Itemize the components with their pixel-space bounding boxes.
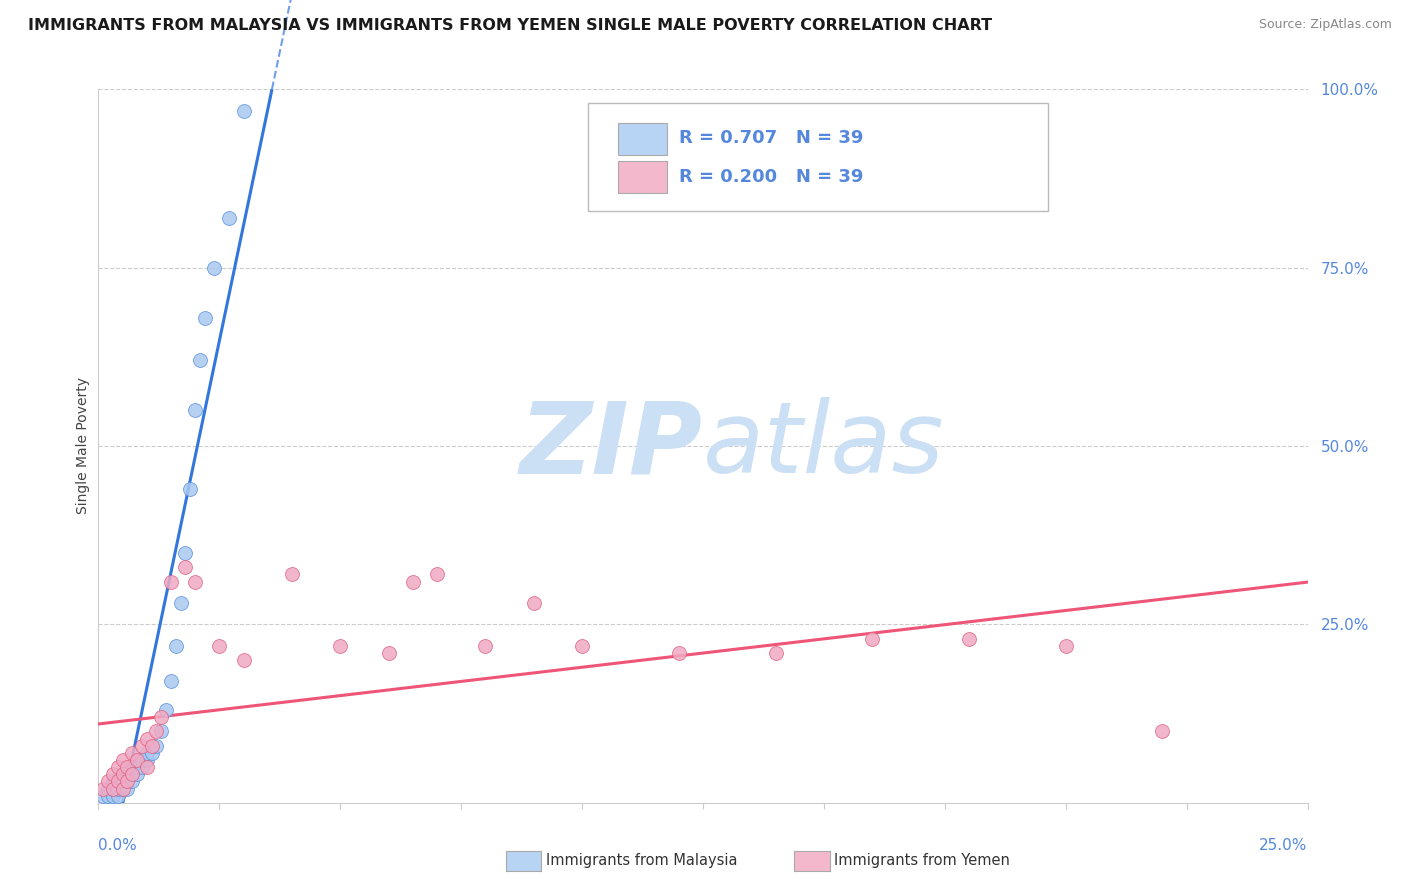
Text: Immigrants from Yemen: Immigrants from Yemen — [834, 854, 1010, 868]
Text: R = 0.200   N = 39: R = 0.200 N = 39 — [679, 168, 863, 186]
Point — [101, 774, 124, 789]
Point — [218, 211, 240, 225]
Point — [111, 767, 134, 781]
Point — [135, 731, 157, 746]
Point — [204, 260, 226, 275]
Point — [668, 646, 690, 660]
Point — [91, 781, 114, 796]
Point — [179, 482, 201, 496]
Point — [150, 724, 173, 739]
Point — [188, 353, 211, 368]
Point — [91, 789, 114, 803]
Point — [184, 574, 207, 589]
Text: 0.0%: 0.0% — [98, 838, 138, 854]
Point — [101, 767, 124, 781]
Text: atlas: atlas — [703, 398, 945, 494]
Point — [141, 746, 163, 760]
Point — [184, 403, 207, 417]
Point — [1152, 724, 1174, 739]
Point — [141, 739, 163, 753]
Point — [101, 781, 124, 796]
Point — [111, 774, 134, 789]
Point — [117, 781, 139, 796]
FancyBboxPatch shape — [619, 123, 666, 155]
Point — [160, 574, 183, 589]
Text: Immigrants from Malaysia: Immigrants from Malaysia — [546, 854, 737, 868]
Point — [131, 760, 153, 774]
Point — [402, 574, 425, 589]
Point — [208, 639, 231, 653]
FancyBboxPatch shape — [619, 161, 666, 193]
Point — [111, 753, 134, 767]
Point — [117, 774, 139, 789]
Point — [150, 710, 173, 724]
Point — [117, 767, 139, 781]
Y-axis label: Single Male Poverty: Single Male Poverty — [76, 377, 90, 515]
Point — [117, 760, 139, 774]
Point — [135, 746, 157, 760]
Point — [127, 767, 149, 781]
Text: R = 0.707   N = 39: R = 0.707 N = 39 — [679, 129, 863, 147]
Point — [111, 781, 134, 796]
Point — [121, 767, 143, 781]
Point — [765, 646, 787, 660]
Point — [117, 774, 139, 789]
Point — [101, 789, 124, 803]
Point — [97, 781, 120, 796]
Point — [957, 632, 980, 646]
Point — [107, 781, 129, 796]
Point — [329, 639, 352, 653]
Point — [107, 774, 129, 789]
Point — [232, 103, 254, 118]
Point — [121, 774, 143, 789]
Point — [101, 781, 124, 796]
Point — [97, 789, 120, 803]
Point — [377, 646, 399, 660]
Point — [169, 596, 191, 610]
Point — [127, 753, 149, 767]
Point — [160, 674, 183, 689]
Point — [474, 639, 496, 653]
Point — [127, 760, 149, 774]
Point — [121, 760, 143, 774]
Point — [165, 639, 187, 653]
Point — [107, 774, 129, 789]
Point — [111, 767, 134, 781]
Point — [131, 753, 153, 767]
Point — [426, 567, 449, 582]
Point — [135, 760, 157, 774]
Point — [135, 753, 157, 767]
Point — [155, 703, 177, 717]
Text: IMMIGRANTS FROM MALAYSIA VS IMMIGRANTS FROM YEMEN SINGLE MALE POVERTY CORRELATIO: IMMIGRANTS FROM MALAYSIA VS IMMIGRANTS F… — [28, 18, 993, 33]
Text: ZIP: ZIP — [520, 398, 703, 494]
Point — [281, 567, 304, 582]
Text: Source: ZipAtlas.com: Source: ZipAtlas.com — [1258, 18, 1392, 31]
Point — [571, 639, 593, 653]
Point — [232, 653, 254, 667]
Point — [1054, 639, 1077, 653]
Point — [121, 746, 143, 760]
Point — [121, 767, 143, 781]
Point — [860, 632, 883, 646]
Point — [111, 781, 134, 796]
Point — [174, 560, 197, 574]
Point — [194, 310, 217, 325]
Point — [131, 739, 153, 753]
FancyBboxPatch shape — [588, 103, 1047, 211]
Text: 25.0%: 25.0% — [1260, 838, 1308, 854]
Point — [523, 596, 546, 610]
Point — [107, 760, 129, 774]
Point — [145, 724, 167, 739]
Point — [145, 739, 167, 753]
Point — [97, 774, 120, 789]
Point — [107, 789, 129, 803]
Point — [174, 546, 197, 560]
